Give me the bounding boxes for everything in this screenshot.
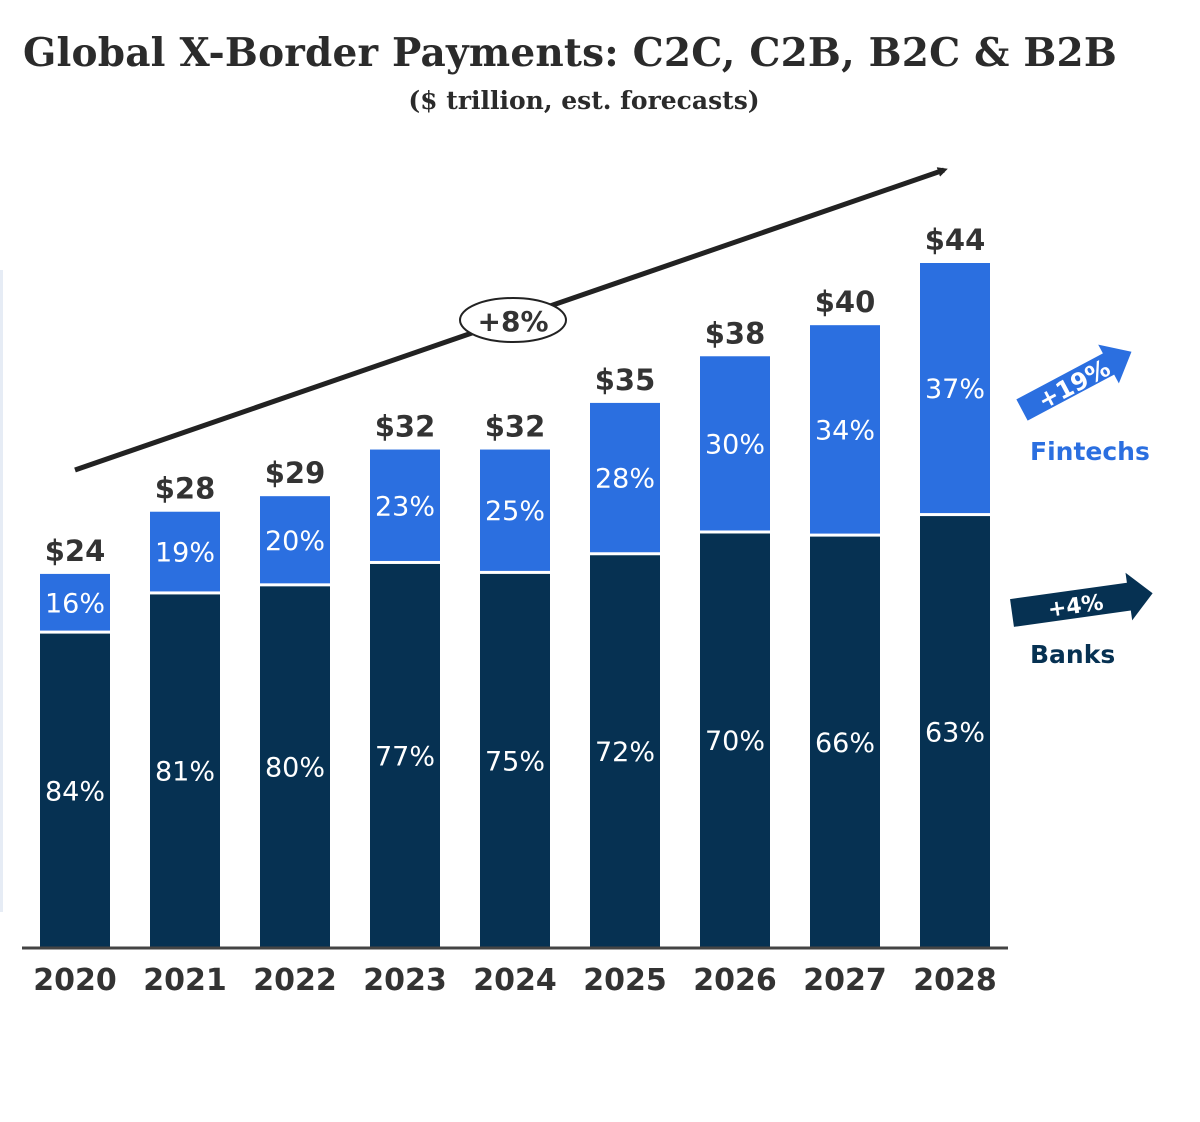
bar-total-label-2020: $24 [45,534,106,568]
bar-banks-label-2026: 70% [705,726,765,757]
bar-total-label-2023: $32 [375,410,436,444]
bar-fintechs-2028 [920,263,990,514]
bar-fintechs-2024 [480,449,550,571]
bar-banks-label-2027: 66% [815,728,875,759]
bar-banks-label-2023: 77% [375,741,435,772]
chart-subtitle: ($ trillion, est. forecasts) [408,86,760,115]
bar-fintechs-2027 [810,325,880,534]
bank-growth-arrow: +4% [1010,572,1153,627]
bar-total-label-2025: $35 [595,363,656,397]
bar-banks-2027 [810,536,880,947]
bar-fintechs-label-2024: 25% [485,496,545,527]
bar-total-label-2022: $29 [265,456,326,490]
bar-fintechs-label-2027: 34% [815,415,875,446]
bar-banks-label-2025: 72% [595,737,655,768]
bar-banks-2028 [920,516,990,947]
bar-banks-2021 [150,594,220,947]
bar-fintechs-label-2023: 23% [375,491,435,522]
bar-fintechs-2022 [260,496,330,584]
bar-fintechs-2026 [700,356,770,531]
bar-fintechs-label-2026: 30% [705,429,765,460]
bars-layer: 84% 16% $24 2020 81% 19% $28 2021 80% 20% $29 2022 7… [33,223,997,998]
bar-banks-2022 [260,586,330,947]
bar-total-label-2028: $44 [925,223,986,257]
x-tick-label-2025: 2025 [583,963,667,998]
trend-label-oval [459,297,567,343]
bar-fintechs-label-2028: 37% [925,374,985,405]
bar-total-label-2024: $32 [485,410,546,444]
bar-fintechs-2025 [590,402,660,553]
x-tick-label-2020: 2020 [33,963,117,998]
bar-total-label-2026: $38 [705,316,766,350]
fintech-growth-arrow: +19% [1016,344,1132,421]
x-tick-label-2024: 2024 [473,963,557,998]
x-tick-label-2021: 2021 [143,963,227,998]
bar-fintechs-label-2021: 19% [155,538,215,569]
chart-title: Global X-Border Payments: C2C, C2B, B2C … [23,30,1117,76]
legend-banks: Banks [1030,640,1115,669]
x-tick-label-2028: 2028 [913,963,997,998]
x-tick-label-2023: 2023 [363,963,447,998]
bar-fintechs-label-2020: 16% [45,588,105,619]
bar-banks-2023 [370,563,440,947]
bar-banks-label-2022: 80% [265,753,325,784]
bar-total-label-2027: $40 [815,285,876,319]
bar-banks-2024 [480,573,550,947]
x-tick-label-2026: 2026 [693,963,777,998]
bar-fintechs-label-2022: 20% [265,526,325,557]
bar-banks-label-2024: 75% [485,746,545,777]
bar-banks-2020 [40,633,110,947]
bar-fintechs-label-2025: 28% [595,464,655,495]
bar-fintechs-2020 [40,573,110,631]
bar-fintechs-2023 [370,449,440,561]
trend-growth-label: +8% [478,305,549,338]
bar-banks-2026 [700,533,770,947]
legend-fintechs: Fintechs [1030,437,1150,466]
bar-fintechs-2021 [150,511,220,592]
bar-banks-label-2021: 81% [155,757,215,788]
x-tick-label-2022: 2022 [253,963,337,998]
bar-banks-label-2020: 84% [45,776,105,807]
x-tick-label-2027: 2027 [803,963,887,998]
bar-banks-label-2028: 63% [925,718,985,749]
fintech-growth-label: +19% [1033,354,1115,415]
bar-total-label-2021: $28 [155,472,216,506]
bar-banks-2025 [590,555,660,947]
